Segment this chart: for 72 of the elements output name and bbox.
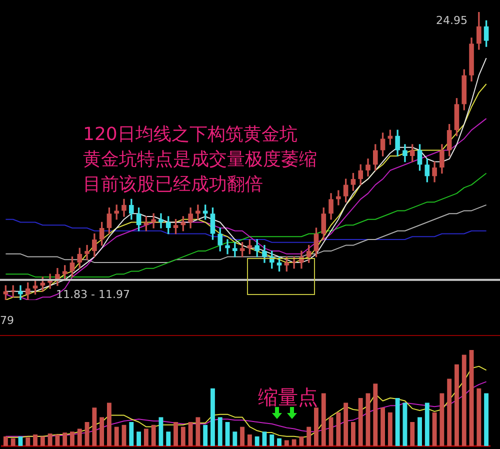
bar <box>366 393 370 446</box>
bar <box>476 388 482 446</box>
bar <box>410 422 415 446</box>
text: 79 <box>0 314 14 327</box>
bar <box>232 432 238 446</box>
bar <box>388 412 392 446</box>
bar <box>92 408 97 446</box>
bar <box>284 440 289 446</box>
bar <box>225 422 230 446</box>
bar <box>440 393 444 446</box>
bar <box>447 378 452 446</box>
bar <box>203 424 208 446</box>
bar <box>3 436 8 446</box>
bar <box>402 402 408 446</box>
bar <box>84 422 90 446</box>
annotation: 目前该股已经成功翻倍 <box>83 174 263 195</box>
bar <box>129 422 134 446</box>
bar <box>328 417 334 446</box>
bar <box>344 402 348 446</box>
bar <box>262 432 267 446</box>
bar <box>196 417 200 446</box>
bar <box>484 393 489 446</box>
bar <box>100 417 104 446</box>
bar <box>432 412 437 446</box>
bar <box>210 388 215 446</box>
bar <box>395 398 400 446</box>
bar <box>144 428 148 446</box>
annotation: 黄金坑特点是成交量极度萎缩 <box>83 149 317 170</box>
bar <box>77 428 82 446</box>
bar <box>180 426 186 446</box>
annotation: 11.83 - 11.97 <box>56 288 130 301</box>
annotation: 缩量点 <box>258 385 318 409</box>
bar <box>380 408 386 446</box>
bar <box>247 434 252 446</box>
bar <box>292 439 296 446</box>
bar <box>336 412 341 446</box>
bar <box>188 422 193 446</box>
bar <box>136 432 142 446</box>
bar <box>70 432 74 446</box>
bar <box>462 354 466 446</box>
bar <box>321 393 326 446</box>
bar <box>350 422 356 446</box>
bar <box>454 364 459 446</box>
bar <box>254 436 260 446</box>
bar <box>114 426 119 446</box>
bar <box>306 426 312 446</box>
bar <box>33 434 38 446</box>
bar <box>62 432 68 446</box>
bar <box>10 438 16 446</box>
bar <box>314 408 318 446</box>
bar <box>151 424 156 446</box>
bar <box>166 432 171 446</box>
bar <box>40 436 45 446</box>
bar <box>55 434 60 446</box>
bar <box>469 350 474 446</box>
bar <box>299 436 304 446</box>
bar <box>424 402 430 446</box>
bar <box>218 417 222 446</box>
bar <box>106 402 112 446</box>
bar <box>48 434 52 446</box>
bar <box>174 422 178 446</box>
annotation: 24.95 <box>436 14 468 27</box>
bar <box>158 417 164 446</box>
bar <box>277 438 282 446</box>
bar <box>358 398 363 446</box>
bar <box>122 424 126 446</box>
bar <box>373 384 378 446</box>
bar <box>240 426 245 446</box>
bar <box>418 417 422 446</box>
annotation: 120日均线之下构筑黄金坑 <box>83 124 298 145</box>
bar <box>26 437 30 446</box>
bar <box>270 434 274 446</box>
